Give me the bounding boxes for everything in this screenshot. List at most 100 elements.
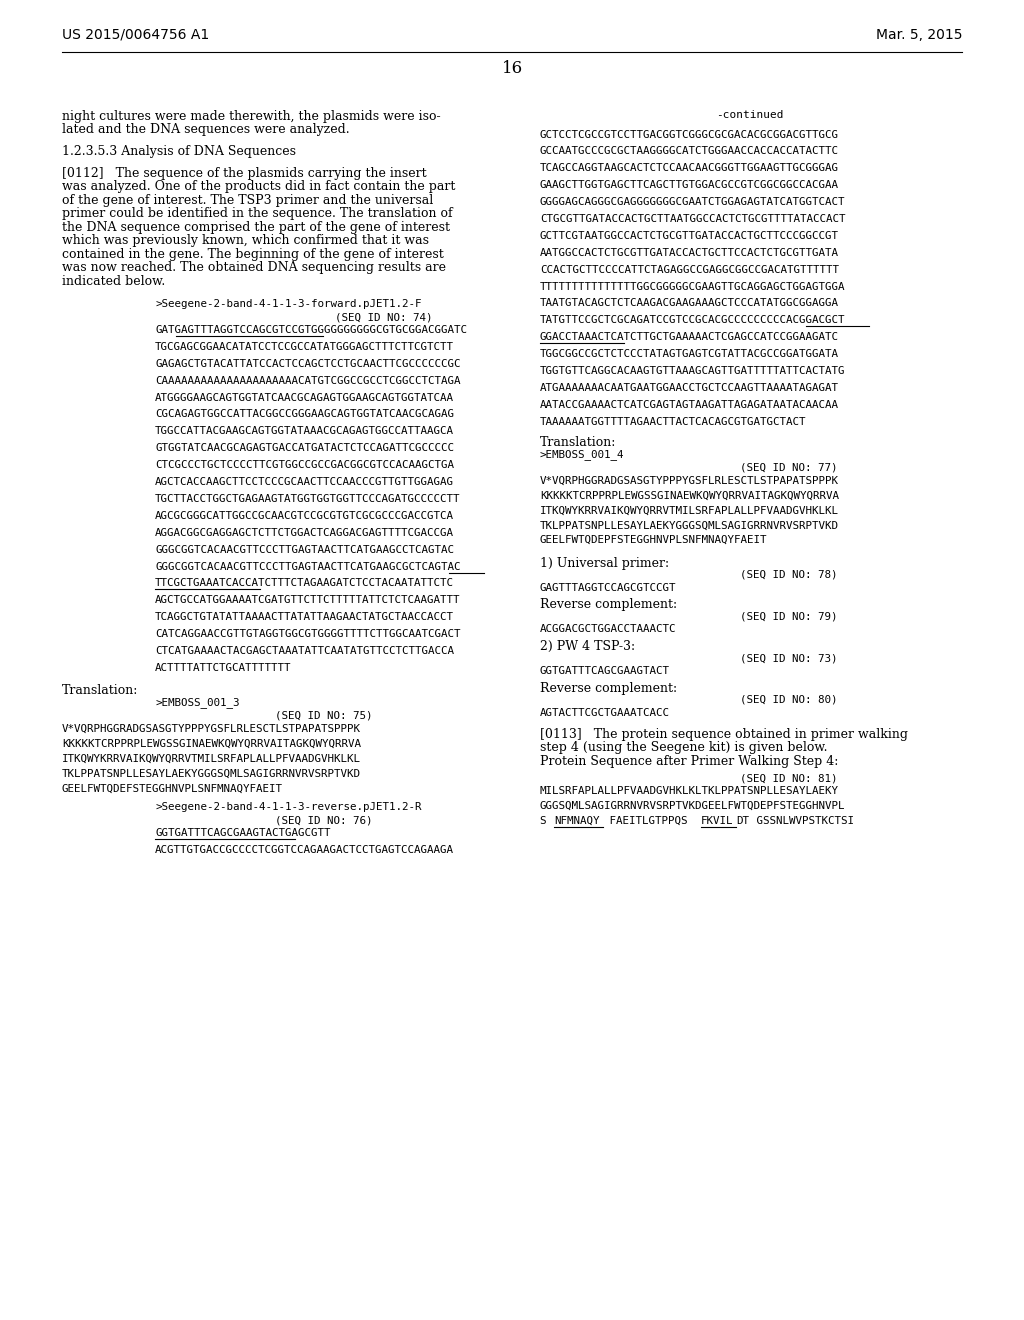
Text: AGGACGGCGAGGAGCTCTTCTGGACTCAGGACGAGTTTTCGACCGA: AGGACGGCGAGGAGCTCTTCTGGACTCAGGACGAGTTTTC… bbox=[155, 528, 454, 537]
Text: KKKKKTCRPPRPLEWGSSGINAEWKQWYQRRVAITAGKQWYQRRVA: KKKKKTCRPPRPLEWGSSGINAEWKQWYQRRVAITAGKQW… bbox=[540, 490, 839, 500]
Text: GATGAGTTTAGGTCCAGCGTCCGTGGGGGGGGGGCGTGCGGACGGATC: GATGAGTTTAGGTCCAGCGTCCGTGGGGGGGGGGCGTGCG… bbox=[155, 325, 467, 335]
Text: ACTTTTATTCTGCATTTTTTT: ACTTTTATTCTGCATTTTTTT bbox=[155, 663, 292, 673]
Text: >EMBOSS_001_4: >EMBOSS_001_4 bbox=[540, 449, 625, 461]
Text: TTTTTTTTTTTTTTTGGCGGGGGCGAAGTTGCAGGAGCTGGAGTGGA: TTTTTTTTTTTTTTTGGCGGGGGCGAAGTTGCAGGAGCTG… bbox=[540, 281, 846, 292]
Text: GCTTCGTAATGGCCACTCTGCGTTGATACCACTGCTTCCCGGCCGT: GCTTCGTAATGGCCACTCTGCGTTGATACCACTGCTTCCC… bbox=[540, 231, 839, 242]
Text: ITKQWYKRRVAIKQWYQRRVTMILSRFAPLALLPFVAADGVHKLKL: ITKQWYKRRVAIKQWYQRRVTMILSRFAPLALLPFVAADG… bbox=[62, 754, 361, 763]
Text: GGACCTAAACTCATCTTGCTGAAAAACTCGAGCCATCCGGAAGATC: GGACCTAAACTCATCTTGCTGAAAAACTCGAGCCATCCGG… bbox=[540, 333, 839, 342]
Text: TGGCGGCCGCTCTCCCTATAGTGAGTCGTATTACGCCGGATGGATA: TGGCGGCCGCTCTCCCTATAGTGAGTCGTATTACGCCGGA… bbox=[540, 350, 839, 359]
Text: GTGGTATCAACGCAGAGTGACCATGATACTCTCCAGATTCGCCCCC: GTGGTATCAACGCAGAGTGACCATGATACTCTCCAGATTC… bbox=[155, 444, 454, 453]
Text: GGTGATTTCAGCGAAGTACTGAGCGTT: GGTGATTTCAGCGAAGTACTGAGCGTT bbox=[155, 828, 331, 838]
Text: (SEQ ID NO: 80): (SEQ ID NO: 80) bbox=[740, 694, 838, 705]
Text: 1.2.3.5.3 Analysis of DNA Sequences: 1.2.3.5.3 Analysis of DNA Sequences bbox=[62, 145, 296, 158]
Text: ITKQWYKRRVAIKQWYQRRVTMILSRFAPLALLPFVAADGVHKLKL: ITKQWYKRRVAIKQWYQRRVTMILSRFAPLALLPFVAADG… bbox=[540, 506, 839, 515]
Text: AGTACTTCGCTGAAATCACC: AGTACTTCGCTGAAATCACC bbox=[540, 708, 670, 718]
Text: GAGTTTAGGTCCAGCGTCCGT: GAGTTTAGGTCCAGCGTCCGT bbox=[540, 583, 677, 593]
Text: GAGAGCTGTACATTATCCACTCCAGCTCCTGCAACTTCGCCCCCCGC: GAGAGCTGTACATTATCCACTCCAGCTCCTGCAACTTCGC… bbox=[155, 359, 461, 368]
Text: MILSRFAPLALLPFVAADGVHKLKLTKLPPATSNPLLESAYLAEKY: MILSRFAPLALLPFVAADGVHKLKLTKLPPATSNPLLESA… bbox=[540, 787, 839, 796]
Text: GGGSQMLSAGIGRRNVRVSRPTVKDGEELFWTQDEPFSTEGGHNVPL: GGGSQMLSAGIGRRNVRVSRPTVKDGEELFWTQDEPFSTE… bbox=[540, 801, 846, 810]
Text: Mar. 5, 2015: Mar. 5, 2015 bbox=[876, 28, 962, 42]
Text: CTCGCCCTGCTCCCCTTCGTGGCCGCCGACGGCGTCCACAAGCTGA: CTCGCCCTGCTCCCCTTCGTGGCCGCCGACGGCGTCCACA… bbox=[155, 461, 454, 470]
Text: AGCTGCCATGGAAAATCGATGTTCTTCTTTTTATTCTCTCAAGATTT: AGCTGCCATGGAAAATCGATGTTCTTCTTTTTATTCTCTC… bbox=[155, 595, 461, 606]
Text: (SEQ ID NO: 77): (SEQ ID NO: 77) bbox=[740, 462, 838, 473]
Text: 2) PW 4 TSP-3:: 2) PW 4 TSP-3: bbox=[540, 640, 635, 653]
Text: step 4 (using the Seegene kit) is given below.: step 4 (using the Seegene kit) is given … bbox=[540, 742, 827, 755]
Text: ACGTTGTGACCGCCCCTCGGTCCAGAAGACTCCTGAGTCCAGAAGA: ACGTTGTGACCGCCCCTCGGTCCAGAAGACTCCTGAGTCC… bbox=[155, 845, 454, 855]
Text: FKVIL: FKVIL bbox=[701, 816, 733, 826]
Text: CAAAAAAAAAAAAAAAAAAAAACATGTCGGCCGCCTCGGCCTCTAGA: CAAAAAAAAAAAAAAAAAAAAACATGTCGGCCGCCTCGGC… bbox=[155, 376, 461, 385]
Text: 1) Universal primer:: 1) Universal primer: bbox=[540, 557, 669, 570]
Text: V*VQRPHGGRADGSASGTYPPPYGSFLRLESCTLSTPAPATSPPPK: V*VQRPHGGRADGSASGTYPPPYGSFLRLESCTLSTPAPA… bbox=[540, 475, 839, 486]
Text: TGCTTACCTGGCTGAGAAGTATGGTGGTGGTTCCCAGATGCCCCCTT: TGCTTACCTGGCTGAGAAGTATGGTGGTGGTTCCCAGATG… bbox=[155, 494, 461, 504]
Text: GEELFWTQDEPFSTEGGHNVPLSNFMNAQYFAEIT: GEELFWTQDEPFSTEGGHNVPLSNFMNAQYFAEIT bbox=[540, 535, 768, 545]
Text: TAAAAAATGGTTTTAGAACTTACTCACAGCGTGATGCTACT: TAAAAAATGGTTTTAGAACTTACTCACAGCGTGATGCTAC… bbox=[540, 417, 807, 426]
Text: GEELFWTQDEFSTEGGHNVPLSNFMNAQYFAEIT: GEELFWTQDEFSTEGGHNVPLSNFMNAQYFAEIT bbox=[62, 783, 283, 793]
Text: GCTCCTCGCCGTCCTTGACGGTCGGGCGCGACACGCGGACGTTGCG: GCTCCTCGCCGTCCTTGACGGTCGGGCGCGACACGCGGAC… bbox=[540, 129, 839, 140]
Text: GGGGAGCAGGGCGAGGGGGGGCGAATCTGGAGAGTATCATGGTCACT: GGGGAGCAGGGCGAGGGGGGGCGAATCTGGAGAGTATCAT… bbox=[540, 197, 846, 207]
Text: GAAGCTTGGTGAGCTTCAGCTTGTGGACGCCGTCGGCGGCCACGAA: GAAGCTTGGTGAGCTTCAGCTTGTGGACGCCGTCGGCGGC… bbox=[540, 181, 839, 190]
Text: TTCGCTGAAATCACCATCTTTCTAGAAGATCTCCTACAATATTCTC: TTCGCTGAAATCACCATCTTTCTAGAAGATCTCCTACAAT… bbox=[155, 578, 454, 589]
Text: >Seegene-2-band-4-1-1-3-reverse.pJET1.2-R: >Seegene-2-band-4-1-1-3-reverse.pJET1.2-… bbox=[155, 803, 422, 812]
Text: (SEQ ID NO: 81): (SEQ ID NO: 81) bbox=[740, 774, 838, 783]
Text: AATACCGAAAACTCATCGAGTAGTAAGATTAGAGATAATACAACAA: AATACCGAAAACTCATCGAGTAGTAAGATTAGAGATAATA… bbox=[540, 400, 839, 411]
Text: (SEQ ID NO: 78): (SEQ ID NO: 78) bbox=[740, 570, 838, 579]
Text: AGCTCACCAAGCTTCCTCCCGCAACTTCCAACCCGTTGTTGGAGAG: AGCTCACCAAGCTTCCTCCCGCAACTTCCAACCCGTTGTT… bbox=[155, 477, 454, 487]
Text: GGGCGGTCACAACGTTCCCTTGAGTAACTTCATGAAGCCTCAGTAC: GGGCGGTCACAACGTTCCCTTGAGTAACTTCATGAAGCCT… bbox=[155, 545, 454, 554]
Text: contained in the gene. The beginning of the gene of interest: contained in the gene. The beginning of … bbox=[62, 248, 443, 261]
Text: S: S bbox=[540, 816, 553, 826]
Text: (SEQ ID NO: 79): (SEQ ID NO: 79) bbox=[740, 611, 838, 622]
Text: GCCAATGCCCGCGCTAAGGGGCATCTGGGAACCACCACCATACTTC: GCCAATGCCCGCGCTAAGGGGCATCTGGGAACCACCACCA… bbox=[540, 147, 839, 156]
Text: was now reached. The obtained DNA sequencing results are: was now reached. The obtained DNA sequen… bbox=[62, 261, 446, 275]
Text: [0113]   The protein sequence obtained in primer walking: [0113] The protein sequence obtained in … bbox=[540, 727, 908, 741]
Text: TCAGCCAGGTAAGCACTCTCCAACAACGGGTTGGAAGTTGCGGGAG: TCAGCCAGGTAAGCACTCTCCAACAACGGGTTGGAAGTTG… bbox=[540, 164, 839, 173]
Text: CCACTGCTTCCCCATTCTAGAGGCCGAGGCGGCCGACATGTTTTTT: CCACTGCTTCCCCATTCTAGAGGCCGAGGCGGCCGACATG… bbox=[540, 265, 839, 275]
Text: 16: 16 bbox=[502, 59, 522, 77]
Text: Protein Sequence after Primer Walking Step 4:: Protein Sequence after Primer Walking St… bbox=[540, 755, 839, 768]
Text: which was previously known, which confirmed that it was: which was previously known, which confir… bbox=[62, 234, 429, 247]
Text: ATGGGGAAGCAGTGGTATCAACGCAGAGTGGAAGCAGTGGTATCAA: ATGGGGAAGCAGTGGTATCAACGCAGAGTGGAAGCAGTGG… bbox=[155, 392, 454, 403]
Text: primer could be identified in the sequence. The translation of: primer could be identified in the sequen… bbox=[62, 207, 453, 220]
Text: ATGAAAAAAACAATGAATGGAACCTGCTCCAAGTTAAAATAGAGAT: ATGAAAAAAACAATGAATGGAACCTGCTCCAAGTTAAAAT… bbox=[540, 383, 839, 393]
Text: -continued: -continued bbox=[716, 110, 783, 120]
Text: TKLPPATSNPLLESAYLAEKYGGGSQMLSAGIGRRNVRVSRPTVKD: TKLPPATSNPLLESAYLAEKYGGGSQMLSAGIGRRNVRVS… bbox=[62, 768, 361, 779]
Text: AGCGCGGGCATTGGCCGCAACGTCCGCGTGTCGCGCCCGACCGTCA: AGCGCGGGCATTGGCCGCAACGTCCGCGTGTCGCGCCCGA… bbox=[155, 511, 454, 521]
Text: TCAGGCTGTATATTAAAACTTATATTAAGAACTATGCTAACCACCT: TCAGGCTGTATATTAAAACTTATATTAAGAACTATGCTAA… bbox=[155, 612, 454, 622]
Text: TKLPPATSNPLLESAYLAEKYGGGSQMLSAGIGRRNVRVSRPTVKD: TKLPPATSNPLLESAYLAEKYGGGSQMLSAGIGRRNVRVS… bbox=[540, 520, 839, 531]
Text: lated and the DNA sequences were analyzed.: lated and the DNA sequences were analyze… bbox=[62, 124, 349, 136]
Text: US 2015/0064756 A1: US 2015/0064756 A1 bbox=[62, 28, 209, 42]
Text: night cultures were made therewith, the plasmids were iso-: night cultures were made therewith, the … bbox=[62, 110, 440, 123]
Text: [0112]   The sequence of the plasmids carrying the insert: [0112] The sequence of the plasmids carr… bbox=[62, 166, 427, 180]
Text: >EMBOSS_001_3: >EMBOSS_001_3 bbox=[155, 697, 240, 709]
Text: ACGGACGCTGGACCTAAACTC: ACGGACGCTGGACCTAAACTC bbox=[540, 624, 677, 635]
Text: TGGTGTTCAGGCACAAGTGTTAAAGCAGTTGATTTTTATTCACTATG: TGGTGTTCAGGCACAAGTGTTAAAGCAGTTGATTTTTATT… bbox=[540, 366, 846, 376]
Text: (SEQ ID NO: 73): (SEQ ID NO: 73) bbox=[740, 653, 838, 663]
Text: NFMNAQY: NFMNAQY bbox=[554, 816, 599, 826]
Text: TGGCCATTACGAAGCAGTGGTATAAACGCAGAGTGGCCATTAAGCA: TGGCCATTACGAAGCAGTGGTATAAACGCAGAGTGGCCAT… bbox=[155, 426, 454, 437]
Text: CTCATGAAAACTACGAGCTAAATATTCAATATGTTCCTCTTGACCA: CTCATGAAAACTACGAGCTAAATATTCAATATGTTCCTCT… bbox=[155, 645, 454, 656]
Text: AATGGCCACTCTGCGTTGATACCACTGCTTCCACTCTGCGTTGATA: AATGGCCACTCTGCGTTGATACCACTGCTTCCACTCTGCG… bbox=[540, 248, 839, 257]
Text: of the gene of interest. The TSP3 primer and the universal: of the gene of interest. The TSP3 primer… bbox=[62, 194, 433, 207]
Text: indicated below.: indicated below. bbox=[62, 275, 165, 288]
Text: GGTGATTTCAGCGAAGTACT: GGTGATTTCAGCGAAGTACT bbox=[540, 667, 670, 676]
Text: >Seegene-2-band-4-1-1-3-forward.pJET1.2-F: >Seegene-2-band-4-1-1-3-forward.pJET1.2-… bbox=[155, 300, 422, 309]
Text: Reverse complement:: Reverse complement: bbox=[540, 681, 677, 694]
Text: CTGCGTTGATACCACTGCTTAATGGCCACTCTGCGTTTTATACCACT: CTGCGTTGATACCACTGCTTAATGGCCACTCTGCGTTTTA… bbox=[540, 214, 846, 224]
Text: DT: DT bbox=[736, 816, 749, 826]
Text: V*VQRPHGGRADGSASGTYPPPYGSFLRLESCTLSTPAPATSPPPK: V*VQRPHGGRADGSASGTYPPPYGSFLRLESCTLSTPAPA… bbox=[62, 723, 361, 734]
Text: KKKKKTCRPPRPLEWGSSGINAEWKQWYQRRVAITAGKQWYQRRVA: KKKKKTCRPPRPLEWGSSGINAEWKQWYQRRVAITAGKQW… bbox=[62, 738, 361, 748]
Text: was analyzed. One of the products did in fact contain the part: was analyzed. One of the products did in… bbox=[62, 181, 456, 193]
Text: (SEQ ID NO: 75): (SEQ ID NO: 75) bbox=[275, 710, 373, 721]
Text: FAEITLGTPPQS: FAEITLGTPPQS bbox=[603, 816, 694, 826]
Text: GSSNLWVPSTKCTSI: GSSNLWVPSTKCTSI bbox=[750, 816, 854, 826]
Text: (SEQ ID NO: 76): (SEQ ID NO: 76) bbox=[275, 816, 373, 825]
Text: CGCAGAGTGGCCATTACGGCCGGGAAGCAGTGGTATCAACGCAGAG: CGCAGAGTGGCCATTACGGCCGGGAAGCAGTGGTATCAAC… bbox=[155, 409, 454, 420]
Text: the DNA sequence comprised the part of the gene of interest: the DNA sequence comprised the part of t… bbox=[62, 220, 450, 234]
Text: CATCAGGAACCGTTGTAGGTGGCGTGGGGTTTTCTTGGCAATCGACT: CATCAGGAACCGTTGTAGGTGGCGTGGGGTTTTCTTGGCA… bbox=[155, 630, 461, 639]
Text: GGGCGGTCACAACGTTCCCTTGAGTAACTTCATGAAGCGCTCAGTAC: GGGCGGTCACAACGTTCCCTTGAGTAACTTCATGAAGCGC… bbox=[155, 561, 461, 572]
Text: Translation:: Translation: bbox=[62, 684, 138, 697]
Text: Translation:: Translation: bbox=[540, 437, 616, 449]
Text: Reverse complement:: Reverse complement: bbox=[540, 598, 677, 611]
Text: TGCGAGCGGAACATATCCTCCGCCATATGGGAGCTTTCTTCGTCTT: TGCGAGCGGAACATATCCTCCGCCATATGGGAGCTTTCTT… bbox=[155, 342, 454, 352]
Text: TAATGTACAGCTCTCAAGACGAAGAAAGCTCCCATATGGCGGAGGA: TAATGTACAGCTCTCAAGACGAAGAAAGCTCCCATATGGC… bbox=[540, 298, 839, 309]
Text: TATGTTCCGCTCGCAGATCCGTCCGCACGCCCCCCCCCACGGACGCT: TATGTTCCGCTCGCAGATCCGTCCGCACGCCCCCCCCCAC… bbox=[540, 315, 846, 326]
